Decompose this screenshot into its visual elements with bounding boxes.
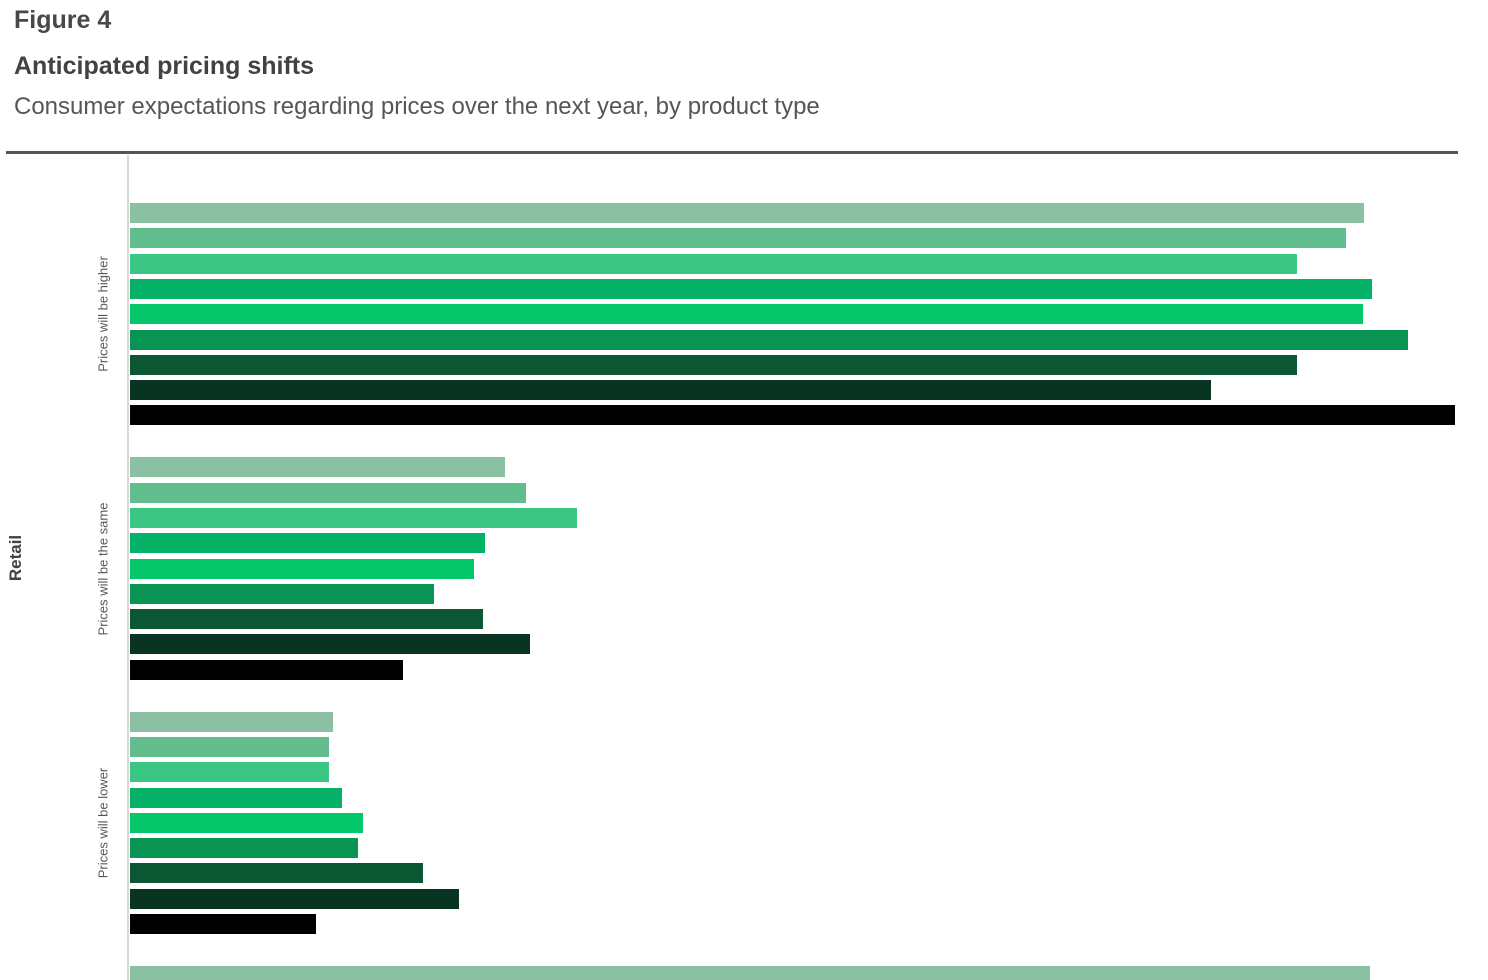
bar — [130, 634, 530, 655]
bar — [130, 609, 483, 630]
bar — [130, 533, 485, 554]
bar — [130, 659, 404, 680]
bar — [130, 762, 330, 783]
bar — [130, 203, 1365, 223]
bar — [130, 253, 1298, 274]
bar — [130, 304, 1363, 325]
top-rule — [6, 151, 1458, 154]
bar-partial-next-group — [130, 965, 1370, 980]
category-label: Prices will be higher — [95, 256, 111, 372]
figure-subtitle: Consumer expectations regarding prices o… — [14, 93, 820, 120]
panel-label-retail: Retail — [6, 534, 25, 582]
bar — [130, 838, 359, 859]
bar — [130, 457, 505, 478]
figure-title: Anticipated pricing shifts — [14, 52, 315, 80]
bar — [130, 228, 1347, 249]
bar — [130, 914, 317, 934]
bar — [130, 558, 474, 579]
bar — [130, 405, 1455, 426]
bar — [130, 380, 1211, 401]
bar — [130, 736, 330, 757]
bar — [130, 482, 527, 503]
category-label: Prices will be the same — [95, 502, 111, 635]
bar — [130, 354, 1298, 375]
bar — [130, 329, 1408, 350]
bar — [130, 507, 578, 528]
y-axis-line — [127, 155, 129, 980]
bar — [130, 863, 424, 884]
bar — [130, 787, 342, 808]
figure-number: Figure 4 — [14, 6, 112, 34]
bar — [130, 278, 1372, 299]
bar — [130, 888, 460, 909]
category-label: Prices will be lower — [95, 767, 111, 879]
bar — [130, 711, 333, 732]
bar — [130, 583, 435, 604]
bar — [130, 812, 364, 833]
